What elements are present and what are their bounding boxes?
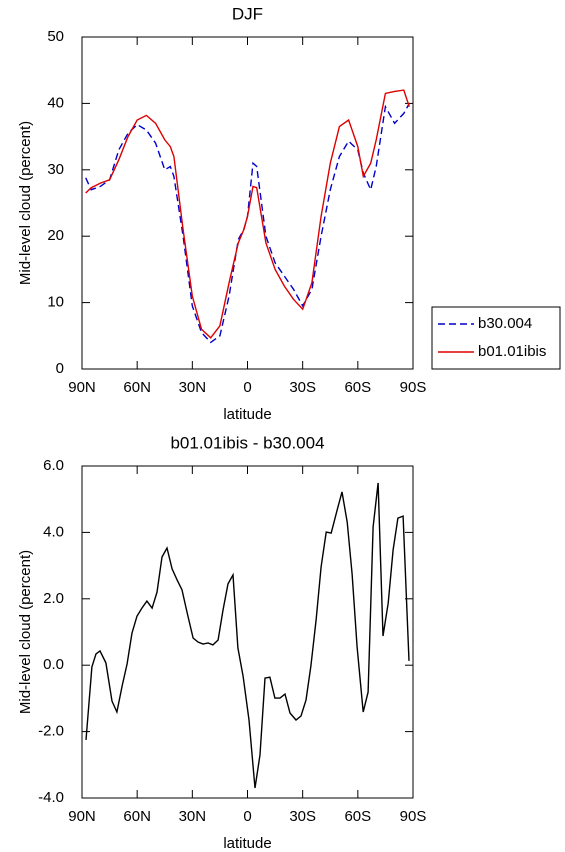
x-tick-label: 60N bbox=[123, 379, 151, 396]
legend-label: b01.01ibis bbox=[478, 343, 546, 360]
x-axis-label: latitude bbox=[223, 835, 271, 852]
series-line bbox=[85, 103, 410, 344]
x-tick-label: 90S bbox=[400, 379, 427, 396]
y-axis-label: Mid-level cloud (percent) bbox=[17, 121, 34, 285]
x-tick-label: 90N bbox=[68, 379, 96, 396]
x-tick-label: 0 bbox=[243, 808, 251, 825]
x-tick-label: 90N bbox=[68, 808, 96, 825]
y-tick-label: 30 bbox=[47, 161, 64, 178]
series-line bbox=[85, 482, 410, 789]
x-tick-label: 30S bbox=[289, 808, 316, 825]
y-tick-label: 0.0 bbox=[43, 656, 64, 673]
series-line bbox=[85, 89, 410, 339]
y-tick-label: 2.0 bbox=[43, 590, 64, 607]
legend-box bbox=[431, 306, 561, 370]
legend-label: b30.004 bbox=[478, 315, 532, 332]
x-tick-label: 60S bbox=[344, 808, 371, 825]
y-tick-label: 40 bbox=[47, 94, 64, 111]
x-tick-label: 30N bbox=[179, 808, 207, 825]
y-axis-label: Mid-level cloud (percent) bbox=[17, 550, 34, 714]
y-tick-label: -2.0 bbox=[38, 723, 64, 740]
x-tick-label: 60N bbox=[123, 808, 151, 825]
y-tick-label: 4.0 bbox=[43, 523, 64, 540]
y-tick-label: -4.0 bbox=[38, 789, 64, 806]
plot-frame bbox=[81, 36, 414, 370]
x-tick-label: 0 bbox=[243, 379, 251, 396]
x-tick-label: 30N bbox=[179, 379, 207, 396]
x-tick-label: 60S bbox=[344, 379, 371, 396]
y-tick-label: 6.0 bbox=[43, 457, 64, 474]
y-tick-label: 0 bbox=[56, 360, 64, 377]
x-axis-label: latitude bbox=[223, 406, 271, 423]
y-tick-label: 10 bbox=[47, 294, 64, 311]
chart-title: DJF bbox=[232, 4, 263, 23]
y-tick-label: 20 bbox=[47, 227, 64, 244]
x-tick-label: 90S bbox=[400, 808, 427, 825]
y-tick-label: 50 bbox=[47, 28, 64, 45]
chart-title: b01.01ibis - b30.004 bbox=[170, 433, 324, 452]
plot-frame bbox=[81, 465, 414, 799]
x-tick-label: 30S bbox=[289, 379, 316, 396]
